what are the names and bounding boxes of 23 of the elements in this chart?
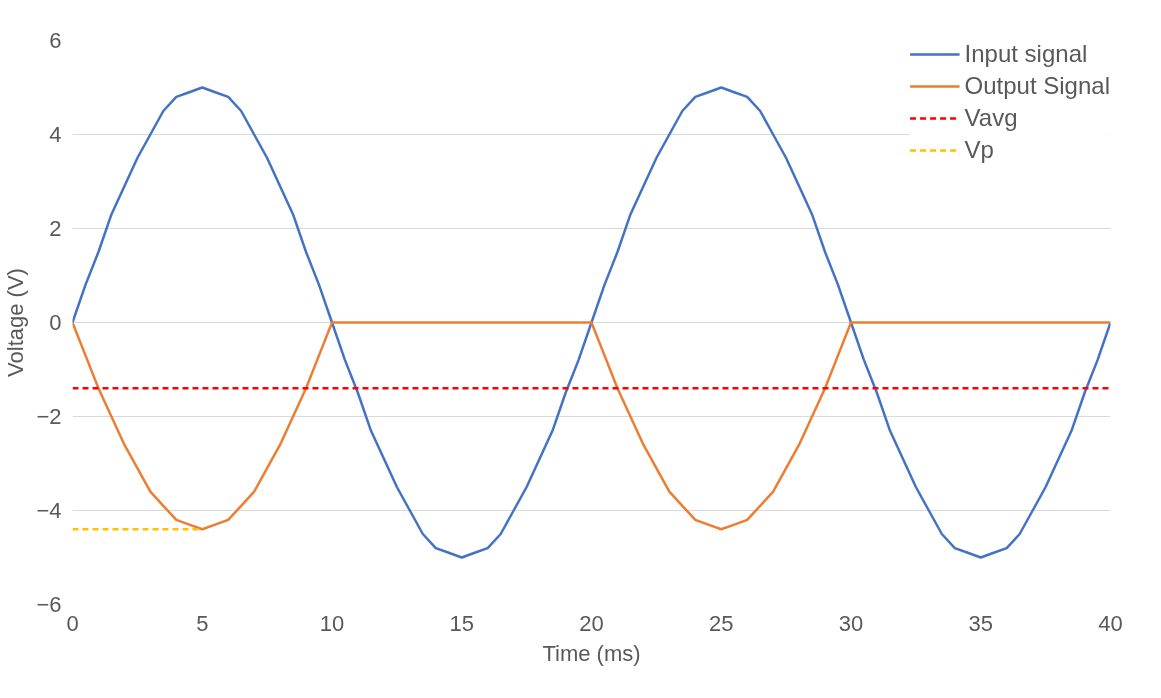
legend-label: Vavg [964,104,1018,132]
y-axis-title: Voltage (V) [3,268,29,377]
y-tick-label: 2 [49,216,62,241]
x-tick-label: 20 [579,610,604,636]
legend-label: Input signal [964,40,1088,68]
y-tick-label: 6 [49,28,62,53]
y-tick-label: −4 [36,498,62,523]
x-tick-label: 10 [319,610,345,636]
x-tick-label: 0 [66,610,79,636]
x-tick-label: 15 [449,610,474,636]
y-tick-label: −6 [36,592,62,617]
y-tick-label: −2 [36,404,62,429]
x-tick-label: 5 [196,610,209,636]
line-series [72,321,1111,531]
x-tick-label: 25 [709,610,734,636]
x-axis-title: Time (ms) [542,640,641,666]
legend-label: Vp [964,136,994,164]
x-tick-label: 30 [838,610,864,636]
legend-label: Output Signal [964,72,1110,100]
x-tick-label: 40 [1098,610,1123,636]
x-tick-label: 35 [968,610,993,636]
y-tick-label: 0 [49,310,62,335]
y-tick-label: 4 [49,122,62,147]
